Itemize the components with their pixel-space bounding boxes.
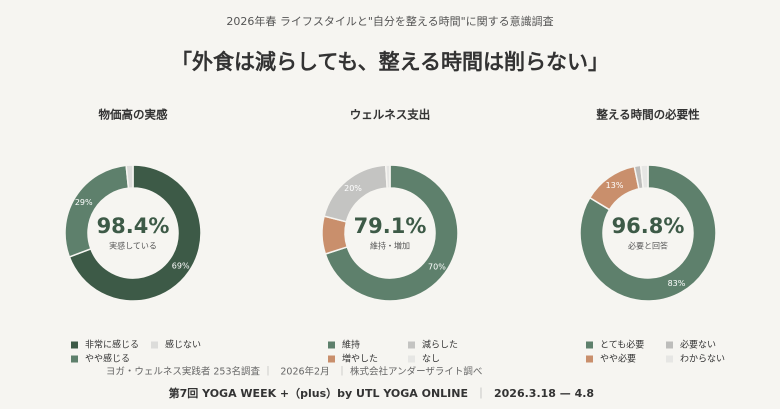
separator: ｜ (263, 366, 273, 378)
value-label: 83% (668, 279, 686, 288)
legend-label: とても必要 (600, 339, 644, 351)
legend-swatch (151, 341, 158, 349)
legend-swatch (71, 355, 78, 363)
legend-swatch (328, 341, 335, 349)
donut-segment (125, 164, 134, 190)
legend-swatch (586, 341, 593, 349)
legend-label: 維持 (342, 339, 360, 351)
center-caption: 必要と回答 (628, 241, 668, 251)
chart-title: 整える時間の必要性 (595, 108, 700, 122)
donut-segment (639, 164, 649, 190)
legend-label: 減らした (422, 339, 458, 351)
title: 「外食は減らしても、整える時間は削らない」 (171, 50, 609, 74)
center-caption: 実感している (109, 241, 157, 251)
legend-label: 増やした (342, 353, 378, 365)
legend-label: 感じない (165, 339, 201, 351)
center-value: 96.8% (612, 214, 685, 238)
value-label: 70% (428, 263, 446, 272)
source: 株式会社アンダーザライト調べ (350, 366, 482, 378)
legend-swatch (666, 355, 673, 363)
legend-label: わからない (680, 354, 725, 365)
event: 第7回 YOGA WEEK +（plus）by UTL YOGA ONLINE (169, 386, 468, 400)
value-label: 20% (344, 184, 362, 193)
center-value: 98.4% (97, 214, 170, 238)
value-label: 69% (172, 262, 190, 271)
legend-swatch (586, 355, 593, 363)
legend-swatch (328, 355, 335, 363)
chart-title: 物価高の実感 (99, 108, 168, 122)
separator: ｜ (337, 366, 347, 378)
source: ヨガ・ウェルネス実践者 253名調査 (106, 366, 261, 378)
event-dates: 2026.3.18 — 4.8 (494, 387, 594, 400)
chart-title: ウェルネス支出 (350, 108, 431, 122)
legend-label: 必要ない (680, 339, 716, 351)
legend-label: やや必要 (600, 353, 636, 365)
source: 2026年2月 (280, 366, 329, 378)
legend-swatch (71, 341, 78, 349)
center-caption: 維持・増加 (370, 241, 410, 251)
legend-label: 非常に感じる (85, 339, 139, 351)
donut-segment (324, 164, 459, 302)
legend-swatch (666, 341, 673, 349)
center-value: 79.1% (354, 214, 427, 238)
subtitle: 2026年春 ライフスタイルと"自分を整える時間"に関する意識調査 (226, 14, 553, 28)
donut-segment (579, 164, 717, 302)
legend-label: なし (422, 354, 440, 365)
donut-segment (384, 164, 391, 189)
legend-label: やや感じる (85, 353, 130, 365)
separator: ｜ (476, 387, 487, 400)
value-label: 13% (606, 181, 624, 190)
value-label: 29% (75, 198, 93, 207)
legend-swatch (408, 355, 415, 363)
legend-swatch (408, 341, 415, 349)
donut-segment (68, 164, 202, 302)
